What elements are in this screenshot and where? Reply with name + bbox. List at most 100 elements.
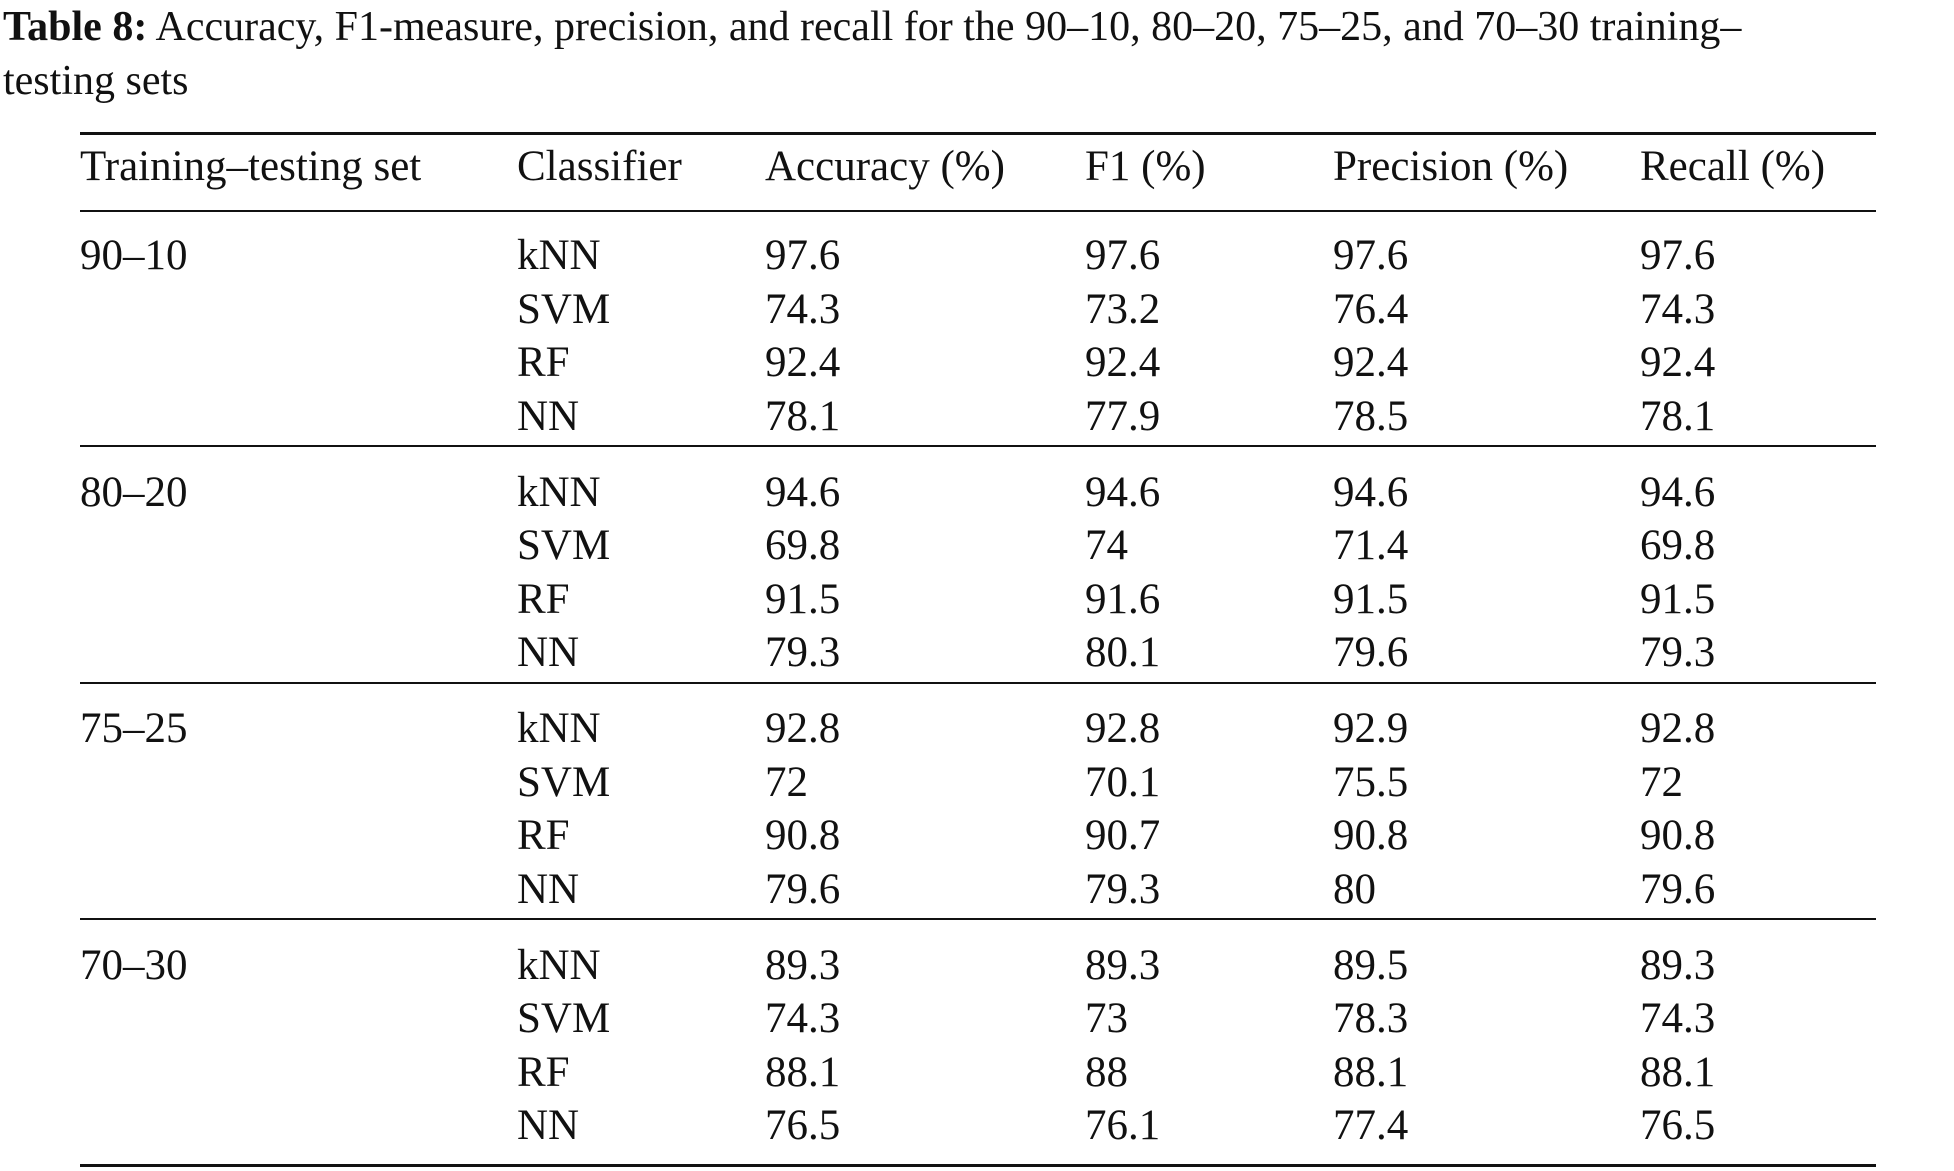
table-cell-recall: 74.3 (1640, 995, 1716, 1042)
column-header: Precision (%) (1333, 143, 1569, 190)
caption-label: Table 8: (3, 4, 148, 50)
table-cell-precision: 80 (1333, 866, 1376, 913)
table-cell-recall: 88.1 (1640, 1049, 1716, 1096)
column-header: Classifier (517, 143, 682, 190)
table-cell-classifier: NN (517, 1102, 580, 1149)
table-cell-f1: 73 (1085, 995, 1128, 1042)
table-cell-accuracy: 94.6 (765, 469, 841, 516)
table-bottom-rule (80, 1164, 1876, 1167)
table-cell-f1: 92.8 (1085, 705, 1161, 752)
table-cell-f1: 92.4 (1085, 339, 1161, 386)
table-cell-f1: 91.6 (1085, 576, 1161, 623)
table-cell-accuracy: 76.5 (765, 1102, 841, 1149)
table-cell-classifier: SVM (517, 759, 611, 806)
table-cell-classifier: SVM (517, 995, 611, 1042)
table-cell-classifier: NN (517, 393, 580, 440)
table-cell-accuracy: 72 (765, 759, 808, 806)
table-cell-recall: 92.4 (1640, 339, 1716, 386)
caption-line-1: Table 8: Accuracy, F1-measure, precision… (3, 0, 1948, 54)
column-header: Training–testing set (80, 143, 422, 190)
table-cell-recall: 92.8 (1640, 705, 1716, 752)
table-cell-f1: 88 (1085, 1049, 1128, 1096)
table-cell-accuracy: 91.5 (765, 576, 841, 623)
table-cell-classifier: kNN (517, 942, 601, 989)
table-cell-accuracy: 90.8 (765, 812, 841, 859)
table-cell-accuracy: 74.3 (765, 286, 841, 333)
table-cell-accuracy: 97.6 (765, 232, 841, 279)
table-cell-precision: 77.4 (1333, 1102, 1409, 1149)
caption-text-line-2: testing sets (3, 58, 189, 104)
table-cell-recall: 79.3 (1640, 629, 1716, 676)
table-cell-f1: 77.9 (1085, 393, 1161, 440)
table-cell-classifier: RF (517, 1049, 570, 1096)
header-rule (80, 210, 1876, 212)
table-cell-classifier: NN (517, 629, 580, 676)
table-cell-accuracy: 79.3 (765, 629, 841, 676)
table-cell-classifier: RF (517, 339, 570, 386)
table-cell-precision: 97.6 (1333, 232, 1409, 279)
table-cell-accuracy: 78.1 (765, 393, 841, 440)
table-cell-f1: 90.7 (1085, 812, 1161, 859)
table-cell-recall: 76.5 (1640, 1102, 1716, 1149)
table-cell-f1: 89.3 (1085, 942, 1161, 989)
table-cell-precision: 90.8 (1333, 812, 1409, 859)
training-testing-set: 90–10 (80, 232, 188, 279)
table-cell-recall: 97.6 (1640, 232, 1716, 279)
table-cell-f1: 94.6 (1085, 469, 1161, 516)
table-cell-f1: 80.1 (1085, 629, 1161, 676)
table-cell-precision: 76.4 (1333, 286, 1409, 333)
table-cell-accuracy: 88.1 (765, 1049, 841, 1096)
column-header: Accuracy (%) (765, 143, 1005, 190)
table-cell-precision: 79.6 (1333, 629, 1409, 676)
table-cell-f1: 74 (1085, 522, 1128, 569)
table-cell-recall: 90.8 (1640, 812, 1716, 859)
column-header: F1 (%) (1085, 143, 1206, 190)
table-cell-classifier: kNN (517, 232, 601, 279)
table-cell-classifier: kNN (517, 705, 601, 752)
table-caption: Table 8: Accuracy, F1-measure, precision… (3, 0, 1948, 108)
table-cell-accuracy: 89.3 (765, 942, 841, 989)
table-cell-accuracy: 92.8 (765, 705, 841, 752)
table-cell-recall: 94.6 (1640, 469, 1716, 516)
table-cell-precision: 92.4 (1333, 339, 1409, 386)
table-cell-precision: 71.4 (1333, 522, 1409, 569)
training-testing-set: 75–25 (80, 705, 188, 752)
table-cell-recall: 89.3 (1640, 942, 1716, 989)
table-cell-accuracy: 69.8 (765, 522, 841, 569)
table-cell-classifier: NN (517, 866, 580, 913)
table-cell-precision: 91.5 (1333, 576, 1409, 623)
table-cell-f1: 70.1 (1085, 759, 1161, 806)
table-cell-classifier: SVM (517, 286, 611, 333)
table-cell-accuracy: 79.6 (765, 866, 841, 913)
table-cell-precision: 94.6 (1333, 469, 1409, 516)
table-cell-accuracy: 74.3 (765, 995, 841, 1042)
table-cell-recall: 69.8 (1640, 522, 1716, 569)
table-cell-f1: 76.1 (1085, 1102, 1161, 1149)
training-testing-set: 80–20 (80, 469, 188, 516)
table-cell-f1: 97.6 (1085, 232, 1161, 279)
table-cell-recall: 78.1 (1640, 393, 1716, 440)
table-top-rule (80, 132, 1876, 135)
table-cell-f1: 79.3 (1085, 866, 1161, 913)
table-cell-precision: 89.5 (1333, 942, 1409, 989)
group-separator-rule (80, 445, 1876, 447)
table-cell-precision: 75.5 (1333, 759, 1409, 806)
table-cell-classifier: RF (517, 812, 570, 859)
table-cell-precision: 78.5 (1333, 393, 1409, 440)
caption-text-line-1: Accuracy, F1-measure, precision, and rec… (155, 4, 1742, 50)
table-cell-classifier: kNN (517, 469, 601, 516)
table-cell-classifier: SVM (517, 522, 611, 569)
table-cell-f1: 73.2 (1085, 286, 1161, 333)
table-cell-precision: 88.1 (1333, 1049, 1409, 1096)
table-cell-recall: 91.5 (1640, 576, 1716, 623)
table-cell-recall: 74.3 (1640, 286, 1716, 333)
table-cell-recall: 72 (1640, 759, 1683, 806)
table-cell-recall: 79.6 (1640, 866, 1716, 913)
training-testing-set: 70–30 (80, 942, 188, 989)
table-cell-precision: 78.3 (1333, 995, 1409, 1042)
column-header: Recall (%) (1640, 143, 1826, 190)
group-separator-rule (80, 682, 1876, 684)
table-cell-precision: 92.9 (1333, 705, 1409, 752)
table-cell-classifier: RF (517, 576, 570, 623)
